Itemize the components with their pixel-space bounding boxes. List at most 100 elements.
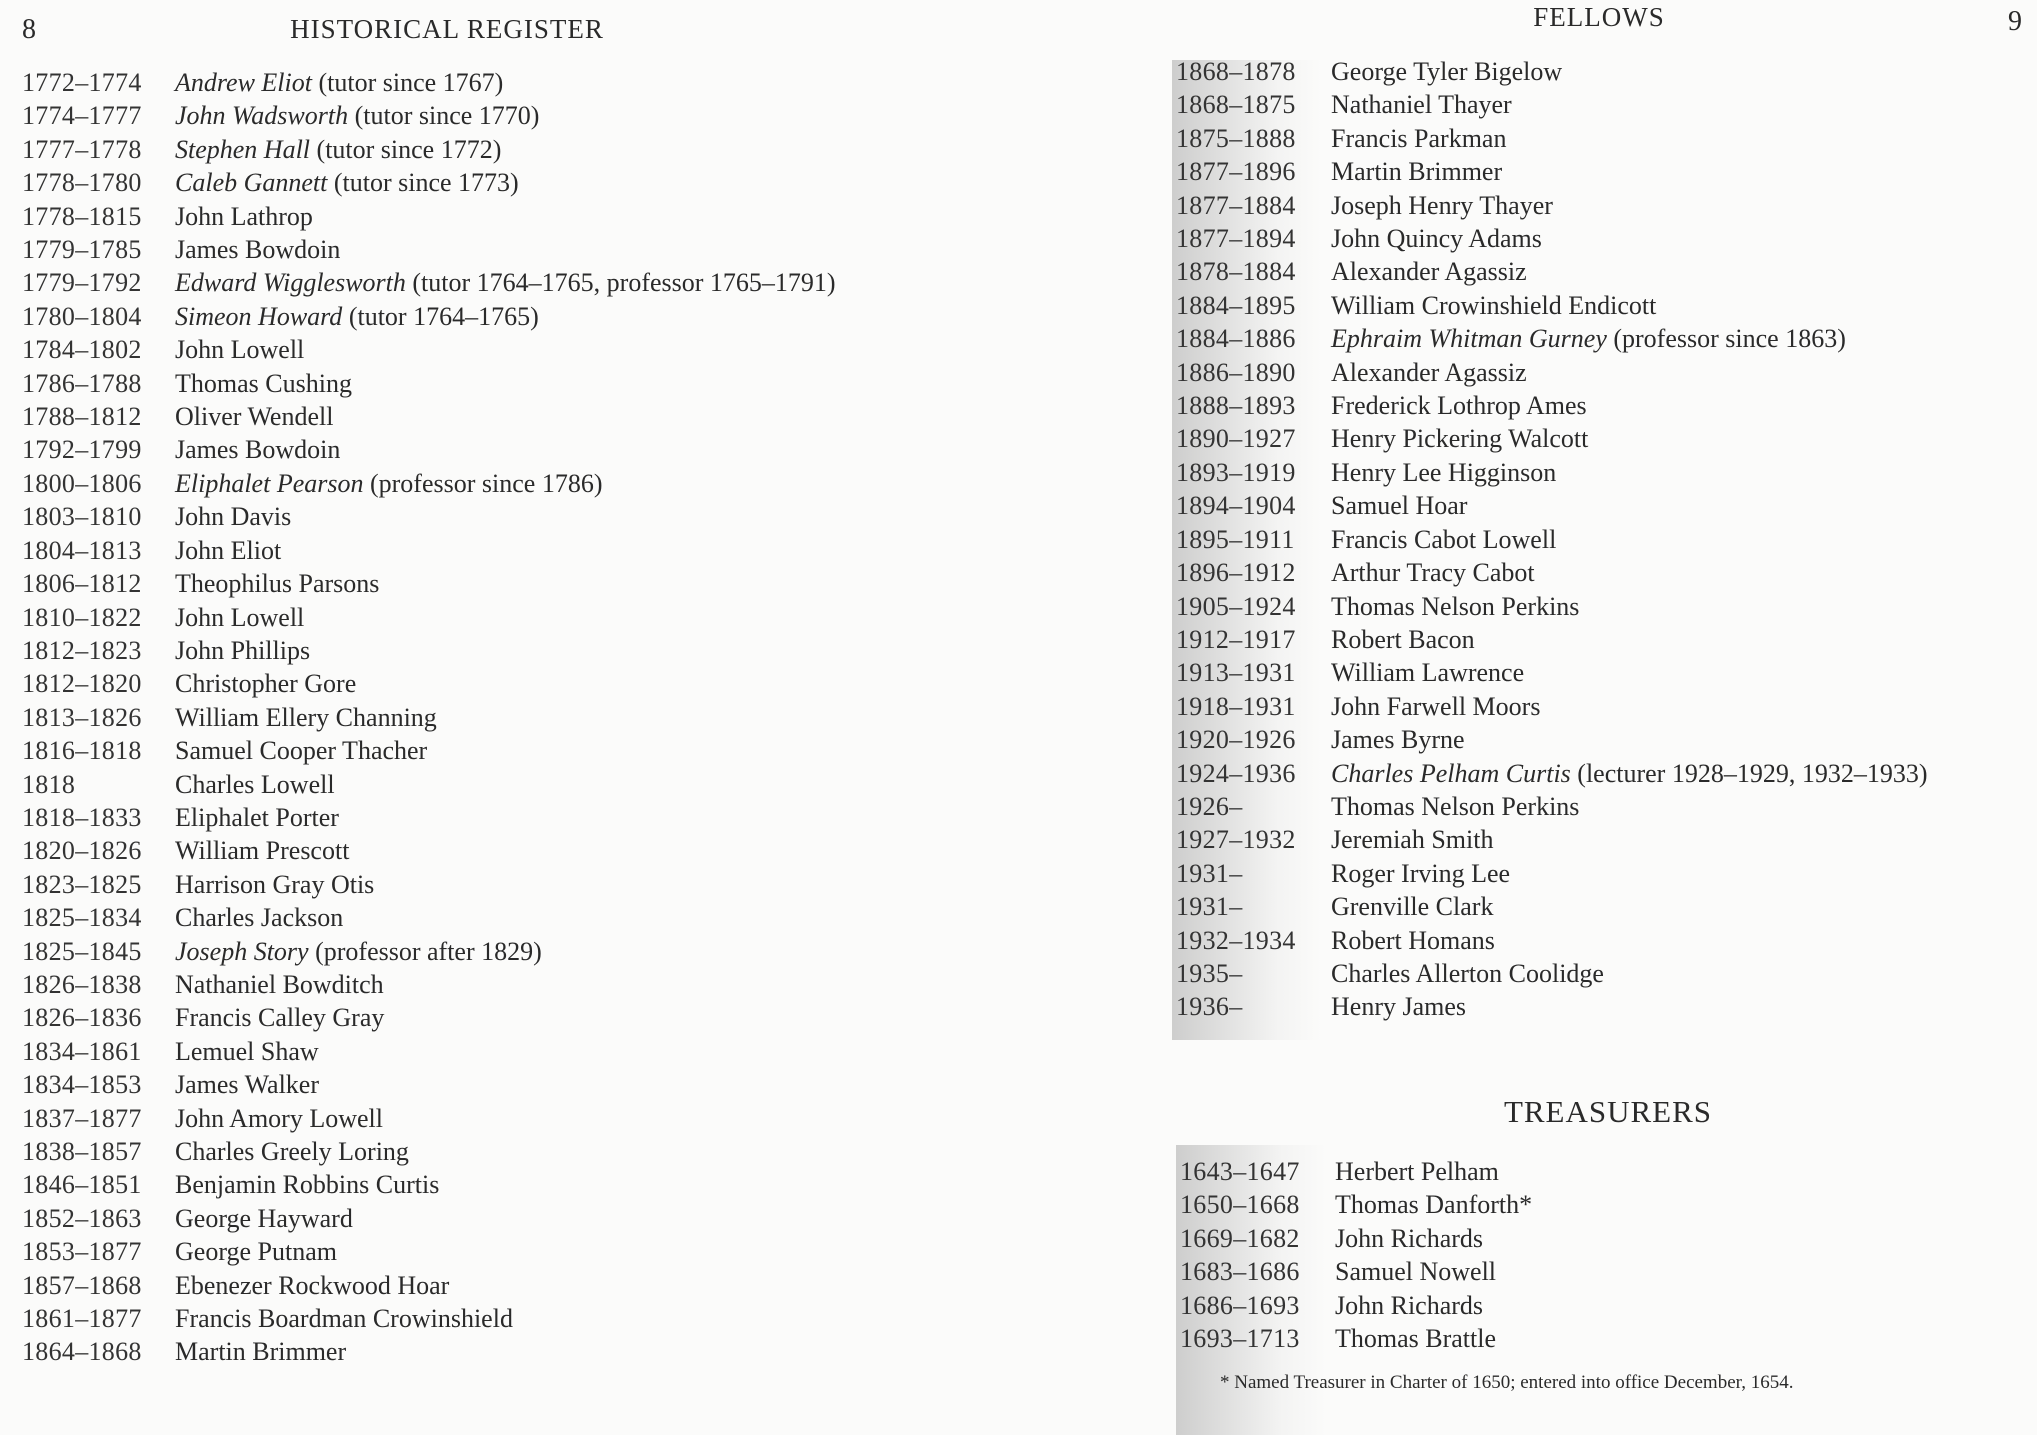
- years: 1804–1813: [22, 535, 142, 565]
- years: 1803–1810: [22, 502, 142, 532]
- years: 1650–1668: [1180, 1190, 1300, 1220]
- years: 1816–1818: [22, 736, 142, 766]
- list-item: 1853–1877 George Putnam: [22, 1235, 925, 1268]
- person: Thomas Nelson Perkins: [1331, 790, 2037, 823]
- person: Charles Allerton Coolidge: [1331, 957, 2037, 990]
- years: 1926–: [1176, 791, 1243, 821]
- list-item: 1896–1912 Arthur Tracy Cabot: [1176, 556, 2037, 589]
- person-name: Thomas Danforth*: [1335, 1190, 1533, 1220]
- list-item: 1877–1896 Martin Brimmer: [1176, 155, 2037, 188]
- person-name: John Lathrop: [175, 201, 313, 231]
- list-item: 1778–1780 Caleb Gannett (tutor since 1773…: [22, 166, 925, 199]
- years: 1818–1833: [22, 802, 142, 832]
- list-item: 1826–1838 Nathaniel Bowditch: [22, 968, 925, 1001]
- person: Simeon Howard (tutor 1764–1765): [175, 300, 925, 333]
- person-name: Henry Pickering Walcott: [1331, 424, 1589, 454]
- list-item: 1810–1822 John Lowell: [22, 601, 925, 634]
- person-name: Samuel Hoar: [1331, 491, 1468, 521]
- years: 1772–1774: [22, 68, 142, 97]
- list-item: 1818–1833 Eliphalet Porter: [22, 801, 925, 834]
- running-head-left: HISTORICAL REGISTER: [290, 14, 604, 44]
- person-name: John Davis: [175, 502, 292, 532]
- person-name: Christopher Gore: [175, 669, 357, 699]
- person: Ebenezer Rockwood Hoar: [175, 1269, 925, 1302]
- person: Benjamin Robbins Curtis: [175, 1168, 925, 1201]
- years: 1774–1777: [22, 101, 142, 131]
- list-item: 1650–1668 Thomas Danforth*: [1180, 1188, 1532, 1221]
- years: 1643–1647: [1180, 1157, 1300, 1186]
- years: 1825–1845: [22, 936, 142, 966]
- years: 1886–1890: [1176, 357, 1296, 387]
- person: Grenville Clark: [1331, 890, 2037, 923]
- person: Oliver Wendell: [175, 400, 925, 433]
- years: 1905–1924: [1176, 591, 1296, 621]
- years: 1823–1825: [22, 869, 142, 899]
- years: 1884–1895: [1176, 290, 1296, 320]
- list-item: 1852–1863 George Hayward: [22, 1202, 925, 1235]
- list-item: 1818 Charles Lowell: [22, 768, 925, 801]
- person-name: Grenville Clark: [1331, 892, 1494, 922]
- person: Herbert Pelham: [1335, 1155, 1499, 1188]
- person-name: William Ellery Channing: [175, 702, 437, 732]
- person-name: Arthur Tracy Cabot: [1331, 558, 1535, 588]
- person: Ephraim Whitman Gurney (professor since …: [1331, 322, 2037, 355]
- person-name: Thomas Brattle: [1335, 1324, 1497, 1354]
- person-name: Joseph Henry Thayer: [1331, 190, 1553, 220]
- list-item: 1912–1917 Robert Bacon: [1176, 623, 2037, 656]
- person: Joseph Henry Thayer: [1331, 189, 2037, 222]
- person: James Byrne: [1331, 723, 2037, 756]
- list-item: 1826–1836 Francis Calley Gray: [22, 1001, 925, 1034]
- person-name: Charles Pelham Curtis: [1331, 758, 1571, 788]
- years: 1846–1851: [22, 1170, 142, 1200]
- person-name: Martin Brimmer: [1331, 157, 1503, 187]
- person: William Prescott: [175, 834, 925, 867]
- years: 1913–1931: [1176, 658, 1296, 688]
- person-note: (professor since 1786): [369, 468, 603, 498]
- list-item: 1778–1815 John Lathrop: [22, 200, 925, 233]
- list-item: 1884–1895 William Crowinshield Endicott: [1176, 289, 2037, 322]
- person-name: Edward Wigglesworth: [175, 268, 406, 298]
- years: 1890–1927: [1176, 424, 1296, 454]
- person: Robert Bacon: [1331, 623, 2037, 656]
- years: 1875–1888: [1176, 123, 1296, 153]
- person-name: Francis Cabot Lowell: [1331, 524, 1557, 554]
- years: 1936–: [1176, 992, 1243, 1022]
- years: 1932–1934: [1176, 925, 1296, 955]
- list-item: 1774–1777 John Wadsworth (tutor since 177…: [22, 99, 925, 132]
- list-item: 1812–1823 John Phillips: [22, 634, 925, 667]
- list-item: 1837–1877 John Amory Lowell: [22, 1102, 925, 1135]
- years: 1669–1682: [1180, 1223, 1300, 1253]
- list-item: 1825–1834 Charles Jackson: [22, 901, 925, 934]
- person-name: John Wadsworth: [175, 101, 349, 131]
- person-note: (tutor 1764–1765): [348, 301, 539, 331]
- person: Eliphalet Pearson (professor since 1786): [175, 467, 925, 500]
- person: John Richards: [1335, 1222, 1483, 1255]
- person: John Richards: [1335, 1289, 1483, 1322]
- person-name: Andrew Eliot: [175, 68, 312, 97]
- person: John Lathrop: [175, 200, 925, 233]
- person: Alexander Agassiz: [1331, 255, 2037, 288]
- list-item: 1792–1799 James Bowdoin: [22, 433, 925, 466]
- list-item: 1834–1853 James Walker: [22, 1068, 925, 1101]
- list-item: 1875–1888 Francis Parkman: [1176, 122, 2037, 155]
- years: 1812–1823: [22, 635, 142, 665]
- years: 1896–1912: [1176, 558, 1296, 588]
- person: Frederick Lothrop Ames: [1331, 389, 2037, 422]
- person-name: James Walker: [175, 1070, 319, 1100]
- list-item: 1780–1804 Simeon Howard (tutor 1764–1765): [22, 300, 925, 333]
- person: Thomas Nelson Perkins: [1331, 590, 2037, 623]
- person: Charles Lowell: [175, 768, 925, 801]
- list-item: 1643–1647 Herbert Pelham: [1180, 1155, 1532, 1188]
- person-name: Martin Brimmer: [175, 1337, 347, 1367]
- years: 1868–1875: [1176, 90, 1296, 120]
- person: John Phillips: [175, 634, 925, 667]
- years: 1912–1917: [1176, 624, 1296, 654]
- person-name: Nathaniel Thayer: [1331, 90, 1512, 120]
- person-name: John Quincy Adams: [1331, 224, 1542, 254]
- list-item: 1936– Henry James: [1176, 990, 2037, 1023]
- person: Arthur Tracy Cabot: [1331, 556, 2037, 589]
- person: Thomas Brattle: [1335, 1322, 1496, 1355]
- list-item: 1834–1861 Lemuel Shaw: [22, 1035, 925, 1068]
- person: James Bowdoin: [175, 433, 925, 466]
- scan-gutter-shadow-treasurers: [1176, 1145, 1326, 1435]
